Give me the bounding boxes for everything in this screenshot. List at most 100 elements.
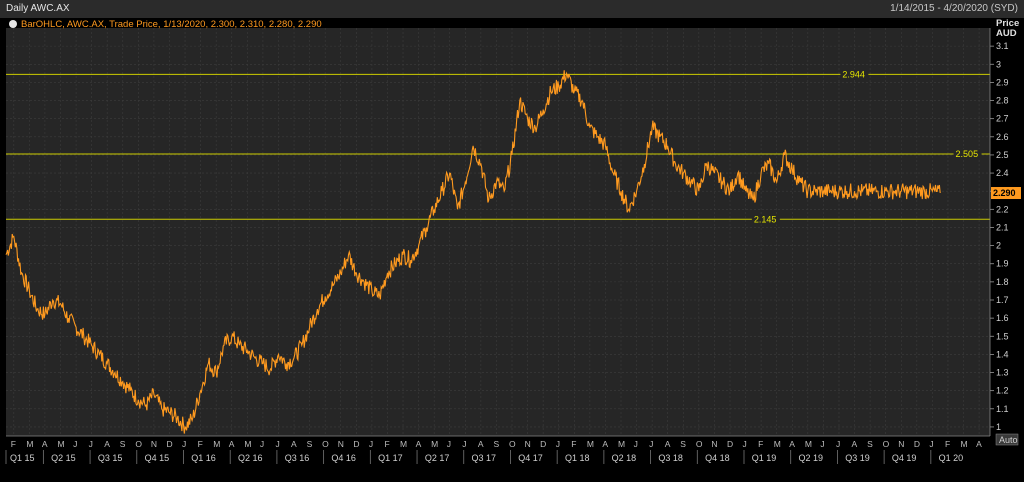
y-tick-label: 3 — [996, 59, 1001, 69]
x-month-label: A — [665, 439, 671, 449]
price-series-line — [5, 70, 941, 434]
x-month-label: N — [898, 439, 904, 449]
x-month-label: M — [961, 439, 968, 449]
y-axis-label-currency: AUD — [996, 28, 1017, 39]
x-month-label: O — [322, 439, 329, 449]
x-month-label: J — [836, 439, 840, 449]
x-month-label: S — [680, 439, 686, 449]
x-month-label: J — [182, 439, 186, 449]
x-month-label: A — [104, 439, 110, 449]
x-quarter-label: Q3 16 — [285, 453, 310, 463]
auto-scale-button[interactable] — [995, 433, 1019, 446]
x-month-label: O — [696, 439, 703, 449]
x-month-label: F — [198, 439, 203, 449]
x-month-label: A — [852, 439, 858, 449]
x-month-label: F — [384, 439, 389, 449]
x-month-label: M — [26, 439, 33, 449]
y-tick-label: 2 — [996, 241, 1001, 251]
x-month-label: N — [151, 439, 157, 449]
y-tick-label: 2.9 — [996, 77, 1009, 87]
legend-marker-icon[interactable] — [9, 20, 17, 28]
y-tick-label: 1.9 — [996, 259, 1009, 269]
x-quarter-label: Q2 18 — [612, 453, 637, 463]
x-quarter-label: Q1 18 — [565, 453, 590, 463]
y-tick-label: 1.5 — [996, 331, 1009, 341]
x-quarter-label: Q3 15 — [98, 453, 123, 463]
auto-scale-label: Auto — [999, 435, 1018, 445]
x-month-label: J — [556, 439, 560, 449]
x-month-label: M — [244, 439, 251, 449]
y-tick-label: 1.2 — [996, 386, 1009, 396]
last-price-label: 2.290 — [993, 188, 1016, 198]
y-tick-label: 3.1 — [996, 41, 1009, 51]
x-month-label: D — [540, 439, 546, 449]
x-month-label: J — [447, 439, 451, 449]
x-month-label: J — [275, 439, 279, 449]
x-month-label: J — [649, 439, 653, 449]
x-quarter-label: Q2 16 — [238, 453, 263, 463]
y-tick-label: 1.4 — [996, 349, 1009, 359]
x-quarter-label: Q4 18 — [705, 453, 730, 463]
x-month-label: M — [213, 439, 220, 449]
x-month-label: M — [618, 439, 625, 449]
x-month-label: M — [57, 439, 64, 449]
x-month-label: A — [602, 439, 608, 449]
x-month-label: M — [774, 439, 781, 449]
x-month-label: A — [478, 439, 484, 449]
horizontal-line-label: 2.145 — [754, 214, 777, 224]
x-month-label: M — [587, 439, 594, 449]
horizontal-line-label: 2.944 — [842, 69, 865, 79]
x-month-label: N — [711, 439, 717, 449]
horizontal-line-label: 2.505 — [956, 149, 979, 159]
y-tick-label: 2.1 — [996, 222, 1009, 232]
y-tick-label: 2.6 — [996, 132, 1009, 142]
last-price-marker — [991, 187, 1021, 200]
x-month-label: S — [120, 439, 126, 449]
x-quarter-label: Q3 19 — [845, 453, 870, 463]
x-month-label: J — [73, 439, 77, 449]
date-range: 1/14/2015 - 4/20/2020 (SYD) — [890, 3, 1018, 14]
y-tick-label: 1.6 — [996, 313, 1009, 323]
x-month-label: J — [743, 439, 747, 449]
y-tick-label: 1.1 — [996, 404, 1009, 414]
x-quarter-label: Q4 19 — [892, 453, 917, 463]
x-month-label: J — [260, 439, 264, 449]
x-month-label: D — [166, 439, 172, 449]
x-month-label: A — [416, 439, 422, 449]
x-month-label: M — [431, 439, 438, 449]
x-month-label: A — [976, 439, 982, 449]
x-month-label: S — [307, 439, 313, 449]
x-quarter-label: Q3 18 — [658, 453, 683, 463]
x-month-label: J — [369, 439, 373, 449]
x-quarter-label: Q2 17 — [425, 453, 450, 463]
horizontal-line-label-bg — [953, 149, 982, 160]
x-month-label: F — [758, 439, 763, 449]
window-titlebar: Daily AWC.AX 1/14/2015 - 4/20/2020 (SYD) — [0, 0, 1024, 19]
x-month-label: A — [229, 439, 235, 449]
x-month-label: N — [338, 439, 344, 449]
y-axis-label-price: Price — [996, 18, 1019, 29]
x-quarter-label: Q1 16 — [191, 453, 216, 463]
x-month-label: A — [42, 439, 48, 449]
x-quarter-label: Q1 19 — [752, 453, 777, 463]
x-month-label: O — [135, 439, 142, 449]
x-quarter-label: Q2 15 — [51, 453, 76, 463]
x-month-label: F — [945, 439, 950, 449]
x-month-label: J — [89, 439, 93, 449]
x-quarter-label: Q1 20 — [939, 453, 964, 463]
y-tick-label: 2.8 — [996, 96, 1009, 106]
plot-area — [6, 28, 990, 436]
x-month-label: J — [462, 439, 466, 449]
y-tick-label: 2.5 — [996, 150, 1009, 160]
x-month-label: J — [634, 439, 638, 449]
x-quarter-label: Q4 16 — [331, 453, 356, 463]
x-quarter-label: Q4 17 — [518, 453, 543, 463]
x-month-label: D — [914, 439, 920, 449]
x-month-label: J — [820, 439, 824, 449]
x-quarter-label: Q2 19 — [798, 453, 823, 463]
x-month-label: S — [493, 439, 499, 449]
x-month-label: D — [727, 439, 733, 449]
y-tick-label: 1 — [996, 422, 1001, 432]
y-tick-label: 2.2 — [996, 204, 1009, 214]
y-tick-label: 2.4 — [996, 168, 1009, 178]
